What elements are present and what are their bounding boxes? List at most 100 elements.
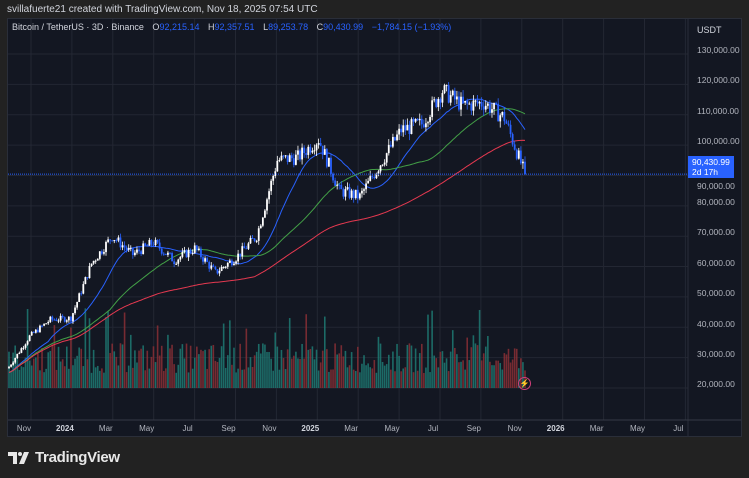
- volume-bar: [352, 369, 355, 388]
- volume-bar: [18, 369, 21, 388]
- volume-bar: [299, 358, 301, 388]
- volume-bar: [437, 367, 440, 388]
- volume-bar: [212, 344, 215, 388]
- currency-label[interactable]: USDT: [697, 25, 722, 35]
- volume-bar: [309, 349, 312, 388]
- candle-body: [420, 118, 423, 125]
- symbol-label[interactable]: Bitcoin / TetherUS · 3D · Binance: [12, 22, 144, 32]
- volume-bar: [20, 366, 23, 388]
- candle-body: [338, 184, 341, 186]
- candle-body: [259, 225, 262, 229]
- volume-bar: [57, 346, 60, 388]
- candle-body: [55, 319, 58, 321]
- candle-body: [18, 352, 21, 354]
- candle-body: [125, 247, 128, 250]
- volume-bar: [311, 346, 314, 388]
- volume-bar: [24, 357, 27, 388]
- volume-bar: [117, 365, 120, 388]
- price-tick: 100,000.00: [697, 136, 740, 147]
- candle-body: [462, 96, 464, 103]
- volume-bar: [375, 372, 378, 388]
- volume-bar: [342, 356, 345, 388]
- candle-body: [179, 256, 182, 260]
- candle-body: [284, 155, 287, 157]
- volume-bar: [495, 360, 497, 388]
- volume-bar: [235, 372, 237, 388]
- volume-bar: [379, 343, 382, 388]
- candle-body: [117, 237, 120, 241]
- volume-bar: [293, 355, 295, 388]
- volume-bar: [344, 350, 347, 388]
- candle-body: [301, 147, 303, 160]
- candle-body: [478, 102, 481, 104]
- volume-bar: [113, 351, 116, 388]
- volume-bar: [206, 368, 208, 388]
- candle-body: [136, 249, 138, 253]
- volume-bar: [140, 348, 142, 388]
- candle-body: [472, 100, 475, 111]
- volume-bar: [68, 368, 70, 388]
- candle-body: [396, 134, 398, 141]
- candle-body: [381, 164, 384, 166]
- volume-bar: [348, 365, 351, 388]
- candle-body: [379, 165, 382, 172]
- candle-body: [299, 150, 301, 160]
- candle-body: [294, 154, 297, 165]
- candle-body: [489, 103, 491, 113]
- volume-bar: [445, 358, 448, 388]
- candle-body: [109, 239, 112, 241]
- candle-body: [468, 103, 471, 105]
- candle-body: [288, 155, 291, 162]
- candle-body: [39, 325, 41, 333]
- last-price: 90,430.99: [692, 157, 730, 167]
- candle-body: [173, 261, 176, 264]
- volume-bar: [45, 368, 47, 388]
- lightning-icon[interactable]: ⚡: [518, 377, 531, 390]
- chart-credit: svillafuerte21 created with TradingView.…: [7, 4, 318, 15]
- candle-body: [181, 251, 184, 257]
- candle-body: [193, 245, 196, 253]
- candle-body: [146, 245, 149, 247]
- volume-bar: [237, 368, 239, 388]
- candle-body: [268, 191, 270, 200]
- volume-bar: [134, 350, 136, 388]
- candle-body: [266, 199, 268, 211]
- volume-bar: [226, 355, 229, 388]
- brand-name: TradingView: [35, 449, 120, 466]
- volume-bar: [82, 366, 85, 388]
- volume-bar: [425, 367, 427, 388]
- volume-bar: [404, 367, 407, 388]
- volume-bar: [160, 345, 163, 388]
- volume-bar: [449, 351, 452, 388]
- high-label: H: [208, 22, 215, 32]
- candle-body: [392, 137, 394, 147]
- volume-bar: [429, 372, 431, 388]
- candle-body: [503, 112, 506, 122]
- volume-bar: [53, 325, 56, 388]
- candle-body: [152, 244, 155, 246]
- volume-bar: [86, 359, 89, 388]
- volume-bar: [458, 362, 460, 388]
- volume-bar: [96, 365, 99, 388]
- volume-bar: [173, 364, 175, 388]
- volume-bar: [109, 352, 111, 388]
- time-tick: 2024: [55, 424, 74, 433]
- ohlc-legend: Bitcoin / TetherUS · 3D · Binance O92,21…: [12, 22, 451, 32]
- tradingview-logo[interactable]: TradingView: [8, 449, 120, 466]
- volume-bar: [189, 345, 192, 388]
- candle-body: [10, 364, 12, 367]
- candle-body: [439, 98, 442, 103]
- candle-body: [34, 329, 37, 333]
- candle-body: [183, 250, 186, 252]
- volume-bar: [214, 360, 217, 388]
- volume-bar: [216, 362, 219, 388]
- volume-bar: [220, 346, 223, 388]
- volume-bar: [84, 308, 87, 388]
- volume-bar: [210, 345, 213, 388]
- moving-average-line: [8, 98, 526, 373]
- volume-bar: [511, 359, 514, 388]
- volume-bar: [503, 353, 506, 388]
- volume-bar: [286, 349, 289, 388]
- candle-body: [319, 143, 322, 146]
